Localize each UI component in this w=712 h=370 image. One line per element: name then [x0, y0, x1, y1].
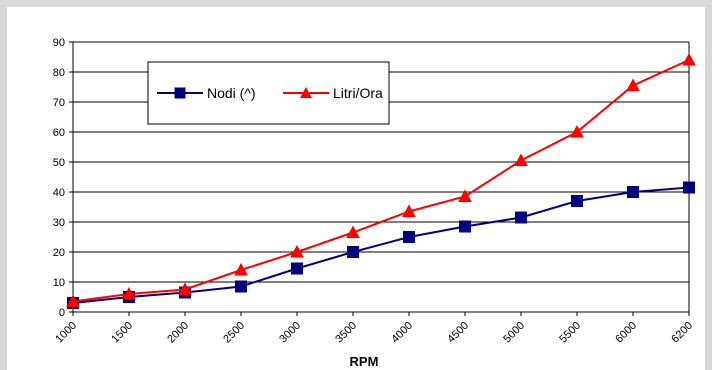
x-tick-label: 1500	[109, 320, 135, 346]
y-tick-label: 90	[53, 37, 65, 49]
series-nodi	[67, 181, 695, 309]
data-point-square	[515, 211, 527, 224]
x-tick-label: 3500	[333, 320, 359, 346]
data-point-triangle	[626, 78, 640, 91]
y-tick-label: 80	[53, 67, 65, 79]
y-tick-label: 20	[53, 247, 65, 259]
series-line	[72, 186, 690, 304]
data-point-square	[347, 246, 359, 258]
legend-marker-triangle	[300, 87, 312, 98]
data-point-triangle	[290, 244, 304, 258]
axes	[69, 41, 690, 316]
y-tick-label: 30	[53, 217, 65, 229]
y-tick-label: 70	[53, 97, 65, 109]
legend-marker-square	[174, 87, 186, 99]
data-point-triangle	[570, 124, 584, 138]
data-point-triangle	[346, 225, 360, 238]
legend-label: Litri/Ora	[333, 85, 383, 101]
x-tick-label: 6200	[669, 320, 695, 346]
data-point-square	[627, 186, 639, 198]
x-tick-label: 4500	[445, 320, 471, 346]
data-point-triangle	[234, 262, 248, 276]
x-tick-label: 6000	[613, 320, 639, 346]
data-point-square	[235, 280, 247, 293]
legend-item: Litri/Ora	[283, 85, 383, 101]
line-chart: 0 10 20 30 40 50 60 70 80 90 1000 1500 2000 2500 3000…	[53, 37, 696, 369]
data-point-triangle	[66, 294, 80, 307]
data-point-square	[459, 220, 471, 233]
data-point-square	[403, 231, 415, 243]
data-point-triangle	[682, 52, 696, 66]
x-tick-label: 2000	[165, 320, 191, 346]
legend-label: Nodi (^)	[207, 85, 256, 101]
x-axis-title: RPM	[350, 354, 379, 369]
data-point-triangle	[178, 282, 192, 295]
y-tick-label: 50	[53, 157, 65, 169]
x-tick-labels: 1000 1500 2000 2500 3000 3500 4000 4500 5000 5500…	[53, 320, 695, 346]
data-point-square	[571, 195, 583, 207]
y-tick-label: 0	[59, 307, 65, 319]
y-tick-labels: 0 10 20 30 40 50 60 70 80 90	[53, 37, 65, 319]
y-tick-label: 40	[53, 187, 65, 199]
x-tick-label: 5000	[501, 320, 527, 346]
chart-frame: 0 10 20 30 40 50 60 70 80 90 1000 1500 2000 2500 3000…	[7, 7, 705, 370]
x-tick-label: 1000	[53, 320, 79, 346]
x-tick-label: 3000	[277, 320, 303, 346]
data-point-triangle	[514, 153, 528, 166]
x-tick-label: 2500	[221, 320, 247, 346]
legend: Nodi (^) Litri/Ora	[147, 61, 390, 125]
series-group	[66, 52, 696, 309]
data-point-triangle	[458, 189, 472, 202]
data-point-triangle	[402, 204, 416, 217]
data-point-square	[291, 262, 303, 275]
y-tick-label: 60	[53, 127, 65, 139]
data-point-triangle	[122, 286, 136, 300]
legend-item: Nodi (^)	[157, 85, 256, 101]
x-tick-label: 5500	[557, 320, 583, 346]
series-litri-ora	[66, 52, 696, 307]
data-point-square	[683, 181, 695, 194]
y-tick-label: 10	[53, 277, 65, 289]
x-tick-label: 4000	[389, 320, 415, 346]
series-line	[72, 59, 690, 303]
